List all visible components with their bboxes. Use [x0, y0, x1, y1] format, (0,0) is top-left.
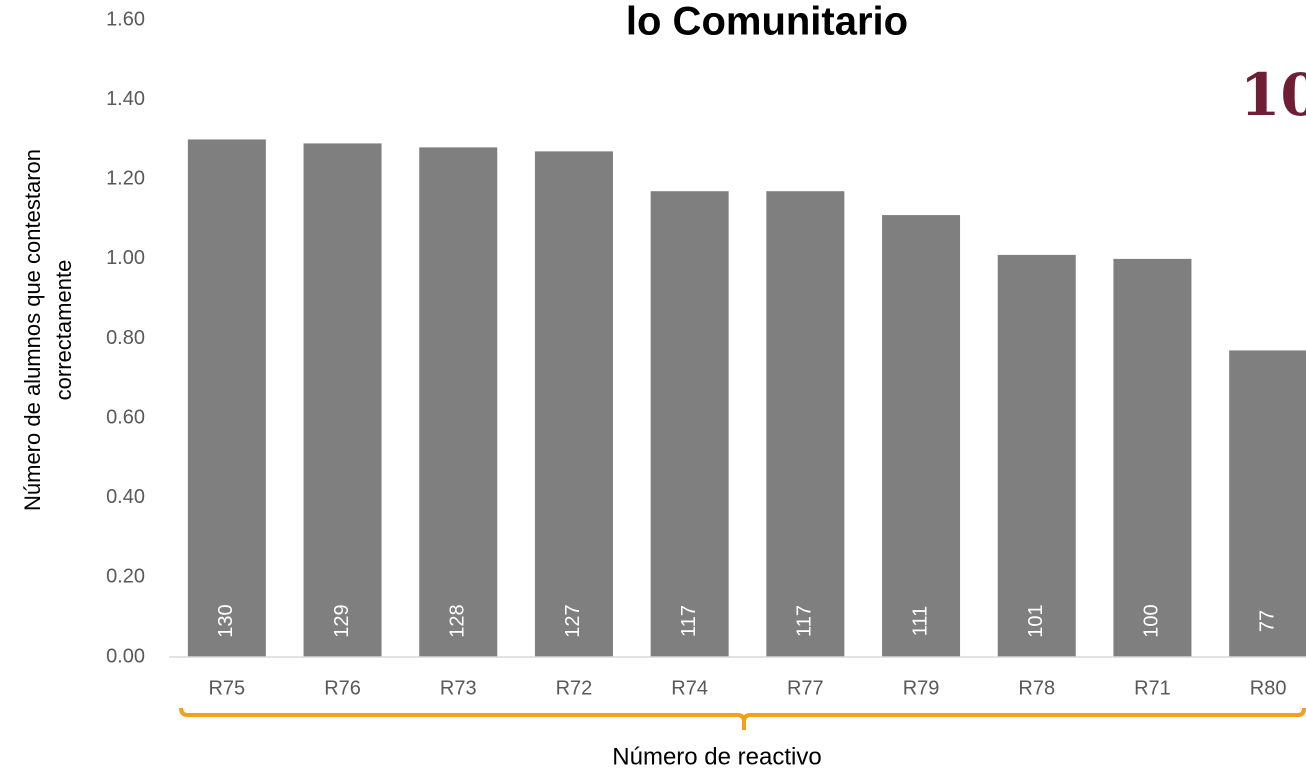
data-label-group: 117	[678, 605, 700, 637]
bar	[419, 147, 498, 657]
data-label-group: 130	[215, 604, 237, 637]
data-label-group: 111	[909, 606, 931, 636]
bar	[1113, 258, 1192, 657]
y-label-line: correctamente	[51, 260, 76, 401]
y-tick-label: 1.40	[106, 88, 145, 110]
x-tick-label: R71	[1134, 677, 1171, 699]
y-tick-label: 1.00	[106, 247, 145, 269]
data-label: 129	[331, 604, 353, 637]
bar	[650, 191, 729, 657]
data-label: 100	[1141, 604, 1163, 637]
data-label-group: 101	[1025, 604, 1047, 637]
data-label: 101	[1025, 604, 1047, 637]
bar	[766, 191, 845, 657]
x-tick-label: R79	[903, 677, 940, 699]
data-label-group: 127	[562, 604, 584, 637]
bar	[997, 254, 1076, 658]
x-tick-label: R78	[1018, 677, 1055, 699]
data-label: 117	[794, 605, 816, 637]
y-tick-label: 0.20	[106, 566, 145, 588]
x-tick-label: R80	[1250, 677, 1287, 699]
data-label-group: 77	[1256, 610, 1278, 632]
annotation: 10	[1240, 61, 1306, 129]
y-axis-label: Número de alumnos que contestaron correc…	[20, 149, 76, 511]
x-tick-label: R73	[440, 677, 477, 699]
y-tick-label: 1.60	[106, 8, 145, 30]
x-tick-label: R77	[787, 677, 824, 699]
x-tick-label: R74	[671, 677, 708, 699]
data-label: 77	[1256, 610, 1278, 632]
x-tick-label: R72	[556, 677, 593, 699]
data-label: 130	[215, 604, 237, 637]
bar	[882, 215, 961, 658]
data-label: 128	[447, 604, 469, 637]
data-label-group: 117	[794, 605, 816, 637]
y-tick-label: 0.80	[106, 327, 145, 349]
data-label-group: 100	[1141, 604, 1163, 637]
y-tick-label: 0.60	[106, 406, 145, 428]
data-label: 111	[909, 606, 931, 636]
y-label-line: Número de alumnos que contestaron	[20, 149, 45, 511]
y-tick-label: 0.00	[106, 645, 145, 667]
bracket	[179, 707, 1306, 730]
bar	[303, 143, 382, 657]
x-tick-label: R75	[208, 677, 245, 699]
data-label: 127	[562, 604, 584, 637]
bar	[534, 151, 613, 657]
bar	[187, 139, 266, 657]
y-tick-label: 0.40	[106, 486, 145, 508]
y-tick-label: 1.20	[106, 168, 145, 190]
x-tick-label: R76	[324, 677, 361, 699]
bar	[1229, 350, 1306, 657]
chart-title: lo Comunitario	[626, 0, 908, 44]
data-label-group: 129	[331, 604, 353, 637]
x-axis-label: Número de reactivo	[612, 743, 821, 770]
data-label-group: 128	[447, 604, 469, 637]
data-label: 117	[678, 605, 700, 637]
